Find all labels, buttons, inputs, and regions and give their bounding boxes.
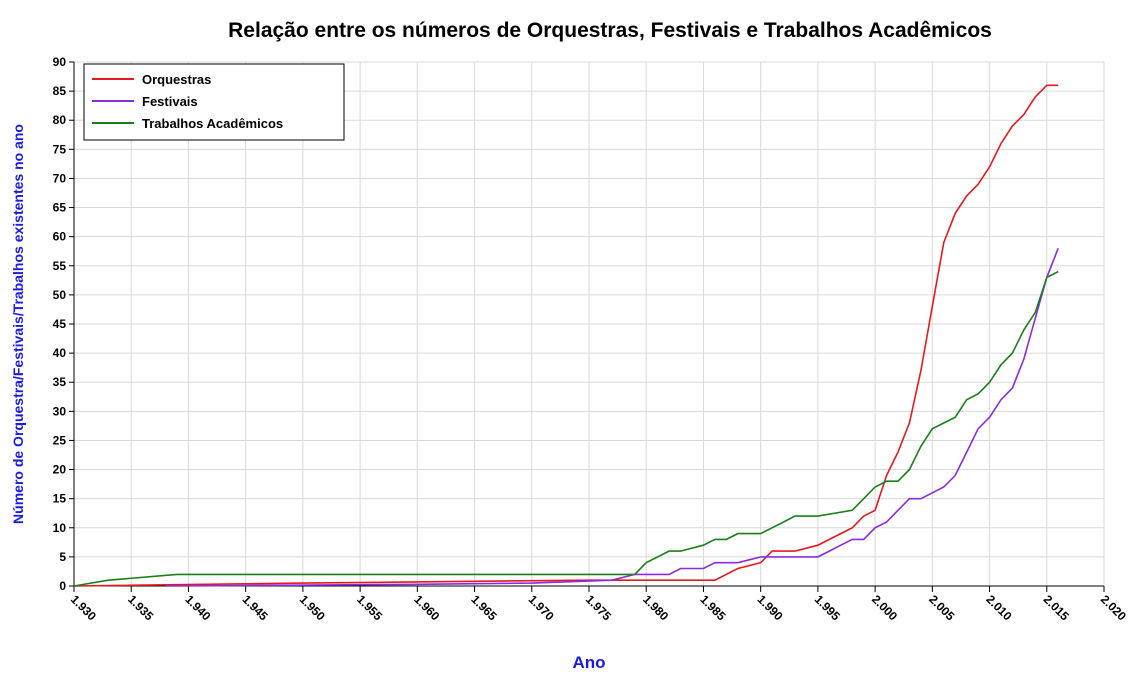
y-tick-label: 25 [53, 433, 67, 447]
legend-label: Festivais [142, 94, 198, 109]
y-tick-label: 60 [53, 230, 67, 244]
x-tick-label: 1.980 [640, 592, 671, 623]
line [165, 248, 1059, 587]
y-tick-label: 90 [53, 55, 67, 69]
x-tick-label: 1.935 [125, 592, 156, 623]
x-tick-label: 2.005 [926, 592, 957, 623]
y-tick-label: 65 [53, 201, 67, 215]
x-tick-label: 2.010 [983, 592, 1014, 623]
x-tick-label: 1.965 [468, 592, 499, 623]
x-tick-label: 1.950 [297, 592, 328, 623]
y-tick-label: 40 [53, 346, 67, 360]
x-tick-label: 1.970 [526, 592, 557, 623]
y-tick-label: 70 [53, 171, 67, 185]
y-tick-label: 10 [53, 521, 67, 535]
x-tick-label: 1.930 [68, 592, 99, 623]
y-tick-label: 55 [53, 259, 67, 273]
y-tick-label: 20 [53, 463, 67, 477]
y-tick-label: 35 [53, 375, 67, 389]
x-tick-label: 1.945 [240, 592, 271, 623]
y-tick-label: 50 [53, 288, 67, 302]
x-tick-label: 2.020 [1098, 592, 1129, 623]
y-tick-label: 30 [53, 404, 67, 418]
x-tick-label: 1.995 [812, 592, 843, 623]
line [73, 270, 1059, 587]
y-tick-label: 75 [53, 142, 67, 156]
x-tick-label: 2.015 [1041, 592, 1072, 623]
legend-label: Orquestras [142, 72, 211, 87]
chart-title: Relação entre os números de Orquestras, … [228, 19, 992, 42]
y-axis-label: Número de Orquestra/Festivais/Trabalhos … [10, 124, 26, 524]
y-tick-label: 15 [53, 492, 67, 506]
x-tick-label: 1.960 [411, 592, 442, 623]
line [73, 84, 1059, 587]
legend-label: Trabalhos Acadêmicos [142, 116, 283, 131]
x-tick-label: 1.975 [583, 592, 614, 623]
x-tick-label: 1.990 [755, 592, 786, 623]
y-tick-label: 80 [53, 113, 67, 127]
x-tick-label: 1.955 [354, 592, 385, 623]
y-tick-label: 85 [53, 84, 67, 98]
y-tick-label: 5 [59, 550, 66, 564]
y-tick-label: 45 [53, 317, 67, 331]
x-tick-label: 1.985 [697, 592, 728, 623]
x-tick-label: 2.000 [869, 592, 900, 623]
x-axis-label: Ano [572, 653, 605, 672]
x-tick-label: 1.940 [182, 592, 213, 623]
y-tick-label: 0 [59, 579, 66, 593]
